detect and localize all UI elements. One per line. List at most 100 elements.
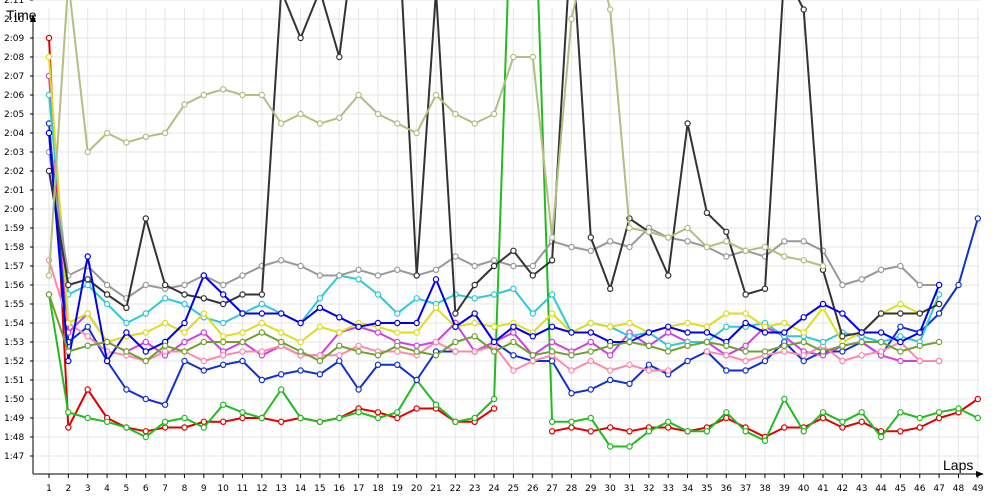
data-point bbox=[394, 409, 401, 416]
data-point bbox=[336, 414, 343, 422]
data-point bbox=[200, 424, 207, 431]
data-point bbox=[103, 357, 111, 365]
data-point bbox=[935, 300, 943, 308]
data-point bbox=[181, 300, 188, 308]
x-tick-label: 48 bbox=[953, 484, 965, 494]
x-tick-label: 37 bbox=[740, 484, 751, 494]
y-tick-label: 1:52 bbox=[4, 357, 24, 367]
data-point bbox=[877, 338, 885, 346]
data-point bbox=[781, 319, 788, 327]
data-point bbox=[684, 428, 691, 435]
data-point bbox=[723, 409, 730, 416]
data-point bbox=[219, 319, 227, 327]
data-point bbox=[490, 291, 498, 298]
data-point bbox=[471, 333, 478, 340]
x-tick-label: 19 bbox=[392, 484, 404, 494]
data-point bbox=[219, 300, 227, 308]
x-tick-label: 15 bbox=[314, 484, 325, 494]
data-point bbox=[800, 357, 807, 365]
data-point bbox=[761, 323, 769, 330]
data-point bbox=[897, 333, 904, 340]
data-point bbox=[219, 338, 227, 346]
y-tick-label: 1:49 bbox=[4, 414, 24, 424]
data-point bbox=[316, 295, 324, 302]
series-10 bbox=[45, 129, 943, 365]
x-tick-label: 8 bbox=[182, 484, 188, 494]
data-point bbox=[626, 333, 633, 340]
data-point bbox=[587, 329, 595, 336]
data-point bbox=[65, 319, 72, 327]
data-point bbox=[858, 338, 865, 346]
data-point bbox=[374, 319, 382, 327]
data-point bbox=[548, 418, 556, 425]
data-point bbox=[374, 110, 382, 118]
data-point bbox=[374, 414, 382, 422]
data-point bbox=[103, 129, 111, 137]
data-point bbox=[413, 319, 420, 327]
data-point bbox=[394, 120, 401, 127]
y-tick-label: 2:05 bbox=[4, 110, 24, 120]
data-point bbox=[897, 323, 904, 330]
data-point bbox=[181, 281, 188, 289]
data-point bbox=[394, 266, 401, 273]
data-point bbox=[723, 323, 730, 330]
data-point bbox=[568, 243, 575, 251]
data-point bbox=[781, 238, 788, 245]
data-point bbox=[897, 348, 904, 355]
data-point bbox=[684, 319, 691, 327]
x-tick-label: 30 bbox=[604, 484, 616, 494]
data-point bbox=[45, 167, 53, 175]
x-tick-label: 41 bbox=[817, 484, 828, 494]
data-point bbox=[607, 285, 614, 292]
data-point bbox=[394, 329, 401, 336]
data-point bbox=[161, 295, 169, 302]
data-point bbox=[413, 272, 420, 279]
y-tick-label: 2:11 bbox=[4, 0, 24, 6]
data-point bbox=[200, 272, 207, 279]
data-point bbox=[297, 262, 304, 270]
data-point bbox=[916, 329, 924, 336]
data-point bbox=[84, 310, 91, 317]
x-tick-label: 18 bbox=[372, 484, 384, 494]
data-point bbox=[316, 352, 324, 359]
data-point bbox=[490, 338, 498, 346]
y-tick-label: 2:02 bbox=[4, 167, 24, 177]
data-point bbox=[839, 342, 846, 349]
data-point bbox=[529, 333, 537, 340]
data-point bbox=[703, 209, 711, 216]
data-point bbox=[490, 262, 498, 270]
data-point bbox=[742, 428, 749, 435]
data-point bbox=[800, 352, 807, 359]
data-point bbox=[142, 310, 149, 317]
data-point bbox=[278, 310, 285, 317]
x-tick-label: 22 bbox=[450, 484, 461, 494]
x-tick-label: 43 bbox=[856, 484, 867, 494]
data-point bbox=[142, 338, 149, 346]
y-tick-label: 1:50 bbox=[4, 395, 24, 405]
data-point bbox=[839, 281, 846, 289]
data-point bbox=[336, 357, 343, 365]
x-tick-label: 46 bbox=[914, 484, 926, 494]
data-point bbox=[723, 228, 730, 235]
data-point bbox=[336, 53, 343, 61]
data-point bbox=[510, 247, 517, 254]
data-point bbox=[935, 409, 943, 416]
data-point bbox=[374, 409, 382, 416]
data-point bbox=[568, 367, 575, 374]
data-point bbox=[84, 414, 91, 422]
x-tick-label: 13 bbox=[275, 484, 286, 494]
data-point bbox=[258, 310, 266, 317]
data-point bbox=[432, 352, 440, 359]
data-point bbox=[84, 148, 91, 156]
data-point bbox=[800, 238, 807, 245]
data-point bbox=[761, 285, 769, 292]
data-point bbox=[761, 329, 769, 336]
data-point bbox=[723, 352, 730, 359]
data-point bbox=[626, 319, 633, 327]
data-point bbox=[142, 329, 149, 336]
data-point bbox=[355, 276, 362, 283]
data-point bbox=[394, 348, 401, 355]
data-point bbox=[258, 291, 266, 298]
x-tick-label: 38 bbox=[759, 484, 771, 494]
